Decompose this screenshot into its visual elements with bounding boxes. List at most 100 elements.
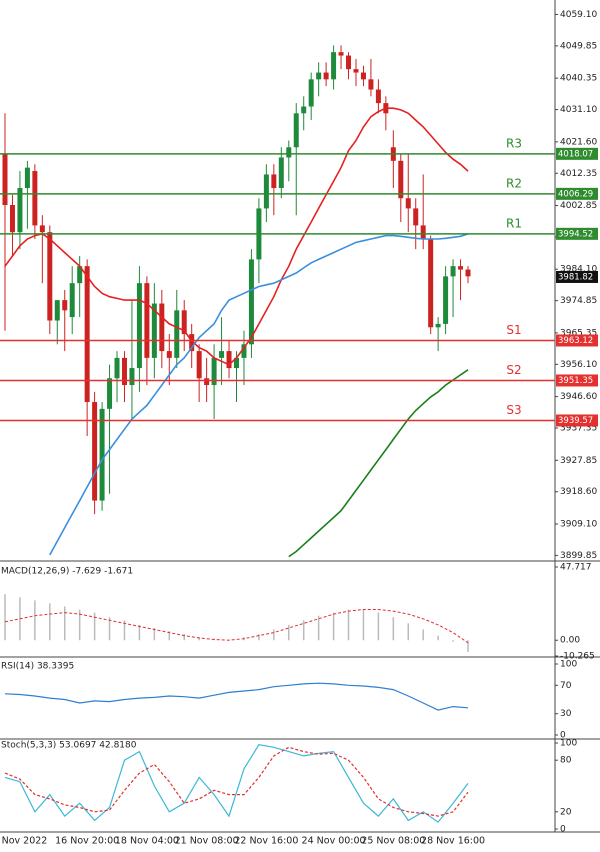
level-value: 3963.12 <box>558 336 593 346</box>
level-label: R3 <box>506 136 522 150</box>
candle-body <box>465 269 471 277</box>
level-label: R1 <box>506 216 522 230</box>
indicator-line <box>288 369 469 558</box>
candle-body <box>174 310 180 358</box>
level-value: 3951.35 <box>558 376 593 386</box>
candle-body <box>435 323 441 328</box>
y-tick-label: 4059.10 <box>560 10 597 20</box>
y-tick-label: 4021.60 <box>560 137 597 147</box>
y-tick-label: 4002.85 <box>560 201 597 211</box>
y-tick-label: 4012.35 <box>560 169 597 179</box>
indicator-line <box>4 746 469 817</box>
candle-body <box>263 174 269 209</box>
candle-body <box>77 266 83 284</box>
y-tick-label: 80 <box>560 756 572 766</box>
y-tick-label: 3974.85 <box>560 296 597 306</box>
level-label: S3 <box>506 403 521 417</box>
level-value-box <box>556 227 598 240</box>
indicator-title: MACD(12,26,9) -7.629 -1.671 <box>1 567 133 577</box>
candle-body <box>278 157 284 189</box>
candle-body <box>84 266 90 403</box>
candle-body <box>323 72 329 80</box>
candle-body <box>204 378 210 386</box>
y-tick-label: 4049.85 <box>560 41 597 51</box>
candle-body <box>353 69 359 73</box>
x-tick-label: 5 Nov 2022 <box>0 836 47 847</box>
y-tick-label: 4031.10 <box>560 105 597 115</box>
candle-body <box>114 357 120 379</box>
y-tick-label: 100 <box>560 739 577 749</box>
indicator-title: Stoch(5,3,3) 53.0697 42.8180 <box>1 741 137 751</box>
level-label: S1 <box>506 323 521 337</box>
y-tick-label: 3918.60 <box>560 487 597 497</box>
indicator-line <box>4 682 469 711</box>
y-tick-label: 3946.60 <box>560 392 597 402</box>
candle-body <box>166 351 172 358</box>
level-value: 3994.52 <box>558 229 593 239</box>
candle-body <box>47 232 53 321</box>
candle-body <box>234 357 239 369</box>
y-tick-label: 3937.35 <box>560 424 597 434</box>
x-tick-label: 16 Nov 20:00 <box>55 836 119 847</box>
candle-body <box>346 55 352 70</box>
candle-body <box>248 259 254 345</box>
candle-body <box>62 300 68 311</box>
candle-body <box>375 89 381 104</box>
indicator-line <box>4 107 469 366</box>
y-tick-label: 20 <box>560 807 572 817</box>
candle-body <box>144 283 150 358</box>
candle-body <box>54 300 60 321</box>
y-tick-label: 4040.35 <box>560 74 597 84</box>
candle-body <box>181 310 187 335</box>
candle-body <box>151 303 157 358</box>
candle-body <box>39 225 45 233</box>
candle-body <box>360 72 366 80</box>
candle-body <box>413 208 419 226</box>
level-value-box <box>556 414 598 427</box>
candle-body <box>458 266 464 270</box>
candle-body <box>196 351 202 379</box>
candle-body <box>428 238 434 328</box>
candle-body <box>159 303 165 352</box>
level-value: 4006.29 <box>558 189 593 199</box>
candle-body <box>368 79 374 90</box>
level-value-box <box>556 374 598 387</box>
x-tick-label: 22 Nov 16:00 <box>234 836 298 847</box>
level-value: 4018.07 <box>558 149 593 159</box>
candle-body <box>338 52 344 56</box>
x-tick-label: 21 Nov 08:00 <box>175 836 239 847</box>
y-tick-label: 3956.10 <box>560 360 597 370</box>
x-tick-label: 28 Nov 16:00 <box>421 836 485 847</box>
level-value-box <box>556 187 598 200</box>
candle-body <box>293 113 299 148</box>
candle-body <box>136 283 142 369</box>
y-tick-label: 100 <box>560 660 577 670</box>
x-tick-label: 24 Nov 00:00 <box>302 836 366 847</box>
candle-body <box>316 72 322 80</box>
level-value-box <box>556 147 598 160</box>
candle-body <box>219 351 225 358</box>
indicator-title: RSI(14) 38.3395 <box>1 662 74 672</box>
candle-body <box>2 154 8 206</box>
level-value-box <box>556 334 598 347</box>
candle-body <box>308 79 314 107</box>
y-tick-label: 3899.85 <box>560 551 597 561</box>
x-tick-label: 18 Nov 04:00 <box>115 836 179 847</box>
candle-body <box>241 344 247 358</box>
candle-body <box>443 276 449 324</box>
candle-body <box>450 266 456 277</box>
indicator-line <box>4 744 469 823</box>
y-tick-label: 70 <box>560 681 572 691</box>
candle-body <box>271 174 277 189</box>
y-tick-label: -10.265 <box>560 652 595 662</box>
level-value: 3939.57 <box>558 416 593 426</box>
y-tick-label: 0 <box>560 731 566 741</box>
candle-body <box>121 357 127 386</box>
candle-body <box>107 378 113 409</box>
candle-body <box>69 283 75 318</box>
y-tick-label: 3984.10 <box>560 265 597 275</box>
level-label: S2 <box>506 363 521 377</box>
last-price-box <box>556 270 598 283</box>
y-tick-label: 30 <box>560 709 572 719</box>
